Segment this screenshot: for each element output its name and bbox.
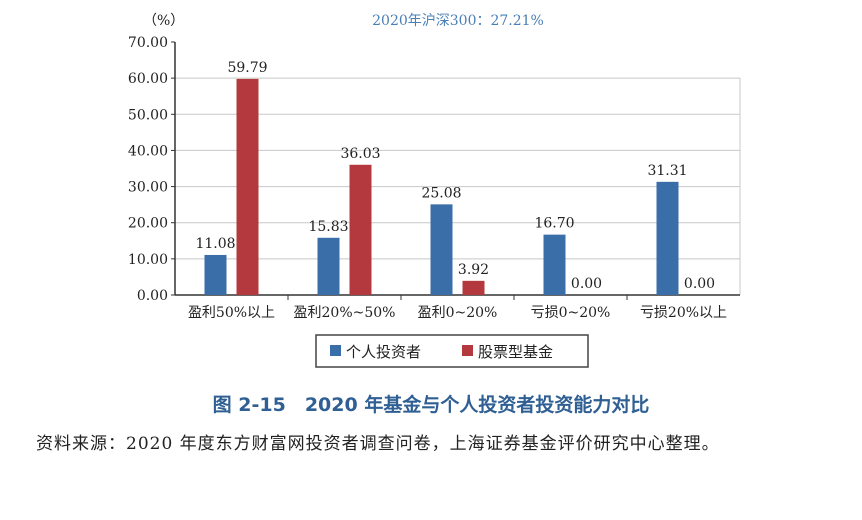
data-label: 25.08 — [421, 185, 461, 201]
y-axis-unit: （%） — [143, 13, 184, 29]
legend-swatch — [330, 345, 341, 356]
data-label: 0.00 — [684, 276, 715, 292]
x-tick-label: 亏损20%以上 — [640, 305, 727, 321]
bar-individual — [204, 254, 227, 295]
bar-individual — [656, 181, 679, 295]
figure-caption: 图 2-15 2020 年基金与个人投资者投资能力对比 — [212, 394, 650, 416]
y-tick-label: 30.00 — [128, 180, 168, 196]
y-tick-label: 0.00 — [137, 288, 168, 304]
bar-individual — [543, 234, 566, 295]
y-tick-label: 60.00 — [128, 71, 168, 87]
bar-fund — [236, 78, 259, 295]
y-tick-label: 70.00 — [128, 35, 168, 51]
legend-label: 股票型基金 — [478, 343, 553, 361]
annotation: 2020年沪深300：27.21% — [372, 13, 544, 29]
data-label: 11.08 — [195, 236, 235, 252]
x-tick-label: 亏损0~20% — [531, 305, 611, 321]
x-tick-label: 盈利20%~50% — [294, 305, 396, 321]
x-tick-label: 盈利50%以上 — [188, 305, 275, 321]
legend — [315, 334, 589, 368]
legend-swatch — [462, 345, 473, 356]
data-label: 59.79 — [227, 60, 267, 76]
data-label: 31.31 — [647, 163, 687, 179]
bar-individual — [430, 204, 453, 295]
data-label: 15.83 — [308, 219, 348, 235]
data-label: 3.92 — [458, 262, 489, 278]
y-tick-label: 20.00 — [128, 216, 168, 232]
data-label: 16.70 — [534, 216, 574, 232]
data-label: 36.03 — [340, 146, 380, 162]
bar-fund — [349, 164, 372, 295]
source-note: 资料来源：2020 年度东方财富网投资者调查问卷，上海证券基金评价研究中心整理。 — [36, 434, 720, 454]
y-tick-label: 10.00 — [128, 252, 168, 268]
bar-chart: 0.00 10.00 20.00 30.00 40.00 50.00 60.00 70.00 （… — [128, 13, 741, 368]
bar-fund — [462, 280, 485, 295]
legend-label: 个人投资者 — [346, 343, 421, 361]
x-tick-label: 盈利0~20% — [418, 305, 498, 321]
bar-individual — [317, 237, 340, 295]
data-label: 0.00 — [571, 276, 602, 292]
y-tick-label: 40.00 — [128, 143, 168, 159]
y-tick-label: 50.00 — [128, 107, 168, 123]
